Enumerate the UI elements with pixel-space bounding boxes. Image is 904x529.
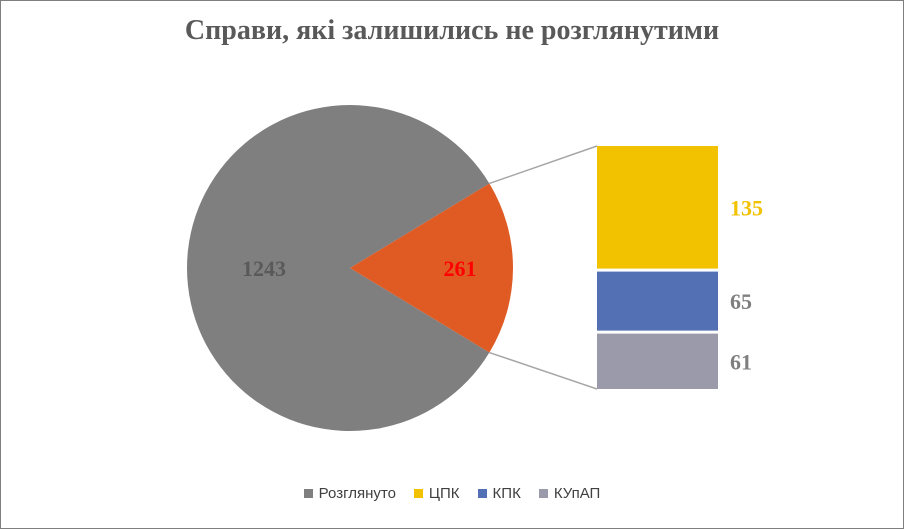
legend-item-rozghlianuto: Розглянуто bbox=[303, 485, 396, 502]
connector-lines bbox=[489, 145, 598, 390]
bar-segment-kupap bbox=[597, 333, 718, 389]
pie-label-remaining: 261 bbox=[444, 256, 477, 281]
pie-slice-rozghlianuto bbox=[187, 105, 490, 432]
pie-slice-remaining bbox=[350, 183, 514, 353]
bar-label-tspk: 135 bbox=[730, 195, 763, 220]
legend-label: ЦПК bbox=[428, 485, 460, 502]
legend-swatch bbox=[413, 489, 423, 498]
legend-swatch bbox=[477, 489, 487, 498]
legend-label: КПК bbox=[492, 485, 521, 502]
pie-group bbox=[187, 105, 514, 432]
legend-item-tspk: ЦПК bbox=[413, 485, 460, 502]
bar-segment-tspk bbox=[597, 146, 718, 269]
legend-swatch bbox=[303, 489, 313, 498]
pie-label-rozghlianuto: 1243 bbox=[242, 256, 286, 281]
legend-item-kupap: КУпАП bbox=[538, 485, 601, 502]
chart-title: Справи, які залишились не розглянутими bbox=[184, 15, 720, 46]
bar-segment-kpk bbox=[597, 271, 718, 331]
legend-item-kpk: КПК bbox=[477, 485, 521, 502]
data-labels: 1243 261 135 65 61 bbox=[242, 195, 763, 374]
connector-bottom bbox=[489, 351, 598, 390]
legend-label: КУпАП bbox=[553, 485, 601, 502]
connector-top bbox=[489, 145, 598, 185]
bar-label-kpk: 65 bbox=[730, 289, 752, 314]
legend-swatch bbox=[538, 489, 548, 498]
bar-label-kupap: 61 bbox=[730, 349, 752, 374]
breakdown-bar bbox=[597, 146, 718, 389]
chart-legend: Розглянуто ЦПК КПК КУпАП bbox=[1, 485, 903, 502]
legend-label: Розглянуто bbox=[318, 485, 396, 502]
